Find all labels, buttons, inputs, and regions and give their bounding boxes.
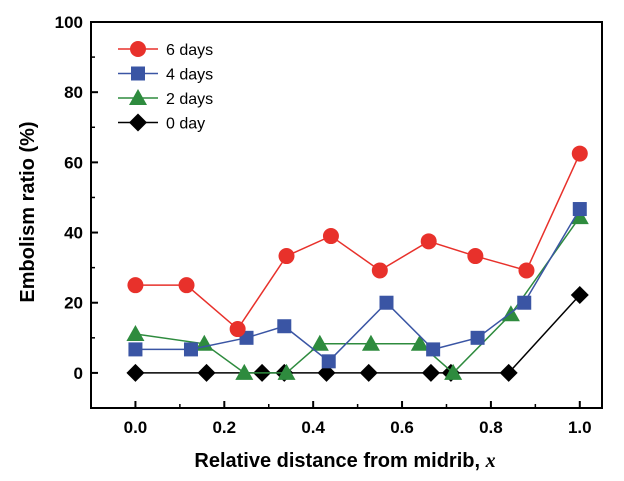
y-tick-label: 80 — [64, 83, 83, 102]
legend-entry: 4 days — [118, 66, 213, 84]
data-point — [444, 363, 463, 380]
data-point — [126, 363, 145, 382]
x-axis-title-variable: x — [485, 450, 496, 472]
plot-frame — [90, 21, 603, 409]
legend-label: 0 day — [166, 116, 205, 133]
data-point — [235, 363, 254, 380]
legend-label: 4 days — [166, 67, 213, 84]
legend-marker — [131, 66, 145, 81]
y-tick-label: 100 — [55, 13, 83, 32]
legend-entry: 0 day — [118, 113, 205, 133]
data-point — [570, 286, 589, 305]
legend-marker — [130, 41, 146, 57]
data-point — [410, 334, 429, 351]
data-point — [421, 363, 440, 382]
legend-label: 2 days — [166, 91, 213, 108]
data-point — [570, 208, 589, 225]
data-point — [197, 363, 216, 382]
legend-label: 6 days — [166, 42, 213, 59]
data-point — [571, 145, 588, 162]
y-tick-label: 20 — [64, 294, 83, 313]
data-point — [195, 334, 214, 351]
data-point — [371, 262, 388, 279]
data-point — [426, 342, 441, 357]
x-tick-label: 0.8 — [479, 418, 503, 437]
data-point — [321, 354, 336, 369]
series-line — [135, 153, 581, 331]
data-point — [467, 248, 484, 265]
data-point — [310, 334, 329, 351]
legend-entry: 6 days — [118, 41, 213, 59]
data-point — [322, 228, 339, 245]
x-axis-title: Relative distance from midrib, x — [194, 450, 495, 472]
y-tick-label: 40 — [64, 224, 83, 243]
data-point — [126, 324, 145, 341]
data-point — [499, 363, 518, 382]
data-point — [379, 295, 394, 310]
data-point — [359, 363, 378, 382]
data-point — [178, 277, 195, 294]
axes: 0.0 0.2 0.4 0.6 0.8 1.0 0 20 40 60 80 100 — [55, 13, 603, 437]
data-point — [420, 233, 437, 250]
legend: 6 days 4 days 2 days 0 day — [118, 41, 213, 133]
legend-marker — [129, 89, 147, 105]
series-line — [135, 294, 581, 374]
x-tick-label: 1.0 — [568, 418, 592, 437]
series-square — [128, 202, 587, 369]
data-point — [229, 321, 246, 338]
series-circle — [127, 145, 588, 338]
data-point — [572, 202, 587, 217]
x-tick-label: 0.4 — [301, 418, 325, 437]
data-point — [470, 330, 485, 345]
x-tick-label: 0.6 — [390, 418, 414, 437]
data-point — [518, 262, 535, 279]
legend-entry: 2 days — [118, 89, 213, 108]
data-point — [278, 248, 295, 265]
y-tick-label: 60 — [64, 153, 83, 172]
data-point — [361, 334, 380, 351]
data-point — [317, 363, 336, 382]
y-axis-title: Embolism ratio (%) — [17, 121, 39, 302]
y-tick-label: 0 — [74, 364, 83, 383]
series-layer — [126, 145, 589, 382]
data-point — [183, 342, 198, 357]
data-point — [517, 295, 532, 310]
data-point — [128, 342, 143, 357]
data-point — [277, 319, 292, 334]
x-tick-label: 0.0 — [124, 418, 148, 437]
legend-marker — [129, 113, 147, 132]
data-point — [277, 363, 296, 380]
x-tick-label: 0.2 — [212, 418, 236, 437]
series-line — [135, 208, 581, 363]
data-point — [127, 277, 144, 294]
